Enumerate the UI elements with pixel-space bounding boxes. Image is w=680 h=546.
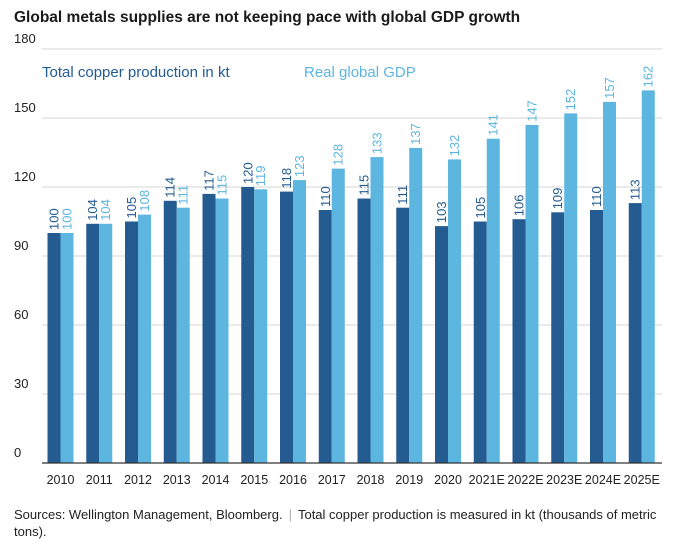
bar-gdp-2022E (525, 124, 539, 464)
data-label: 110 (589, 186, 604, 207)
data-label: 162 (641, 66, 656, 88)
x-tick-label: 2015 (240, 473, 268, 487)
x-tick-label: 2014 (202, 473, 230, 487)
y-tick-label: 30 (14, 376, 28, 391)
x-tick-label: 2018 (357, 473, 385, 487)
x-tick-label: 2024E (585, 473, 621, 487)
bar-gdp-2025E (641, 90, 655, 464)
x-tick-label: 2016 (279, 473, 307, 487)
data-label: 120 (240, 162, 255, 184)
x-tick-label: 2025E (624, 473, 660, 487)
data-label: 117 (202, 170, 217, 191)
bar-copper-2012 (125, 221, 138, 463)
x-tick-label: 2017 (318, 473, 346, 487)
data-label: 104 (98, 199, 113, 221)
data-label: 103 (434, 201, 449, 223)
x-tick-label: 2011 (86, 473, 113, 487)
bar-copper-2025E (628, 203, 642, 463)
bar-gdp-2023E (564, 113, 578, 464)
data-label: 113 (628, 179, 643, 200)
chart-title: Global metals supplies are not keeping p… (14, 9, 521, 26)
x-tick-label: 2019 (395, 473, 423, 487)
bar-copper-2022E (512, 219, 526, 463)
bar-copper-2013 (163, 200, 177, 464)
bar-gdp-2010 (60, 233, 74, 463)
data-label: 106 (512, 194, 527, 216)
bar-gdp-2013 (176, 207, 190, 463)
bar-gdp-2016 (293, 180, 306, 463)
source-separator: | (288, 507, 292, 522)
y-tick-label: 120 (14, 169, 36, 184)
bar-copper-2011 (86, 223, 100, 463)
data-label: 111 (176, 185, 191, 205)
y-tick-label: 90 (14, 238, 28, 253)
data-label: 105 (124, 197, 139, 219)
legend-series-1: Total copper production in kt (42, 64, 230, 81)
bar-copper-2021E (473, 221, 487, 463)
bar-copper-2020 (435, 226, 448, 463)
bar-copper-2018 (357, 198, 371, 463)
unit-note: Total copper production is measured in k… (14, 507, 657, 539)
bar-gdp-2014 (215, 198, 229, 463)
bar-copper-2014 (202, 193, 216, 463)
bar-gdp-2017 (331, 168, 345, 463)
source-text: Sources: Wellington Management, Bloomber… (14, 507, 283, 522)
y-tick-label: 150 (14, 100, 36, 115)
bar-copper-2024E (590, 210, 603, 463)
x-tick-label: 2010 (47, 473, 75, 487)
bar-gdp-2018 (370, 157, 384, 463)
data-label: 152 (563, 89, 578, 111)
x-tick-label: 2020 (434, 473, 462, 487)
y-tick-label: 180 (14, 31, 36, 46)
y-tick-label: 60 (14, 307, 28, 322)
bar-gdp-2012 (138, 214, 151, 463)
bar-gdp-2015 (254, 189, 268, 464)
bar-copper-2016 (280, 191, 293, 463)
data-label: 108 (137, 190, 152, 212)
bar-gdp-2024E (603, 101, 616, 464)
data-label: 105 (473, 197, 488, 219)
bar-copper-2019 (396, 207, 410, 463)
y-tick-label: 0 (14, 445, 21, 460)
data-label: 123 (292, 155, 307, 177)
bar-copper-2017 (318, 210, 332, 463)
bar-gdp-2011 (99, 223, 113, 463)
bar-gdp-2021E (486, 138, 500, 463)
bar-copper-2015 (241, 187, 255, 463)
data-label: 115 (215, 175, 230, 196)
data-label: 119 (253, 166, 268, 187)
data-label: 109 (550, 188, 565, 210)
data-label: 157 (602, 77, 617, 99)
x-tick-label: 2022E (507, 473, 543, 487)
bar-gdp-2019 (409, 147, 423, 463)
data-label: 100 (47, 208, 62, 230)
x-tick-label: 2021E (469, 473, 505, 487)
bar-gdp-2020 (448, 159, 461, 463)
data-label: 137 (408, 123, 423, 145)
data-label: 114 (163, 177, 178, 198)
data-label: 132 (447, 135, 462, 157)
data-label: 141 (486, 114, 501, 136)
data-label: 111 (395, 185, 410, 205)
source-note: Sources: Wellington Management, Bloomber… (14, 506, 664, 540)
legend-series-2: Real global GDP (304, 64, 416, 81)
bar-chart: 0306090120150180100100201010410420111051… (14, 31, 662, 487)
data-label: 104 (85, 199, 100, 221)
data-label: 128 (331, 144, 346, 166)
data-label: 100 (60, 208, 75, 230)
bar-copper-2023E (551, 212, 565, 463)
x-tick-label: 2013 (163, 473, 191, 487)
data-label: 133 (370, 132, 385, 154)
x-tick-label: 2023E (546, 473, 582, 487)
data-label: 115 (357, 175, 372, 196)
data-label: 147 (525, 100, 540, 122)
x-tick-label: 2012 (124, 473, 152, 487)
data-label: 110 (318, 186, 333, 207)
data-label: 118 (279, 168, 294, 189)
bar-copper-2010 (47, 233, 61, 463)
